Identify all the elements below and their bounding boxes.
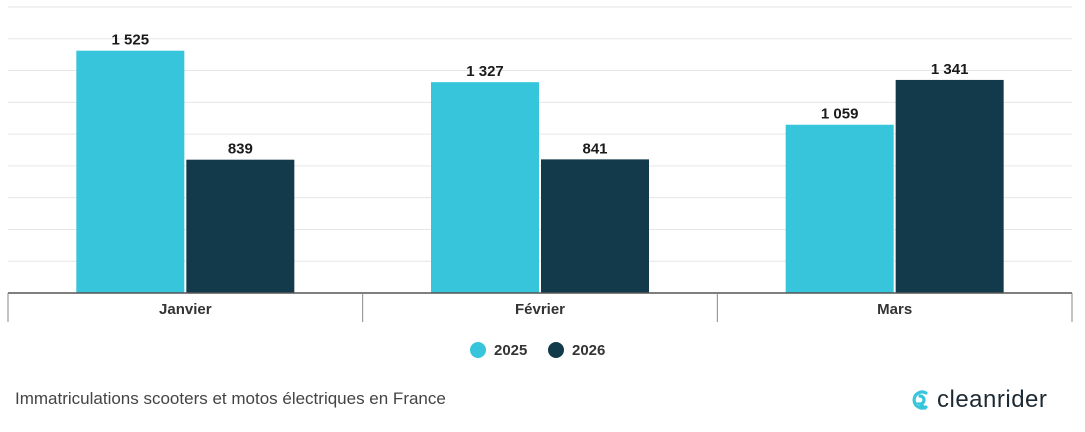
value-label: 841 [582, 140, 607, 157]
value-label: 1 525 [112, 32, 150, 49]
category-label: Mars [877, 301, 912, 318]
brand-name: cleanrider [937, 386, 1048, 413]
category-labels-group: Janvier Février Mars [159, 301, 912, 318]
legend-swatch [470, 342, 486, 358]
chart-caption: Immatriculations scooters et motos élect… [15, 389, 446, 408]
cleanrider-logo-icon [912, 390, 928, 410]
bar-2026-février [541, 159, 649, 293]
bar-2025-janvier [76, 50, 185, 293]
value-labels-group: 1 525 839 1 327 841 1 059 1 341 [112, 32, 969, 158]
brand-logo: cleanrider [910, 385, 1047, 415]
bar-2026-mars [895, 79, 1004, 294]
legend: 2025 2026 [470, 342, 605, 359]
bar-chart: 1 525 839 1 327 841 1 059 1 341 Janvier Févrie… [7, 6, 1073, 359]
value-label: 1 059 [821, 106, 859, 123]
legend-label: 2025 [494, 342, 527, 359]
bar-2025-février [431, 82, 539, 293]
category-label: Février [515, 301, 565, 318]
bars-group [76, 50, 1004, 294]
value-label: 839 [228, 141, 253, 158]
gridlines [8, 6, 1072, 262]
legend-swatch [548, 342, 564, 358]
legend-label: 2026 [572, 342, 605, 359]
value-label: 1 327 [466, 63, 504, 80]
value-label: 1 341 [931, 61, 969, 78]
bar-2026-janvier [186, 159, 295, 293]
x-axis [7, 292, 1073, 322]
category-label: Janvier [159, 301, 212, 318]
bar-2025-mars [785, 124, 894, 293]
